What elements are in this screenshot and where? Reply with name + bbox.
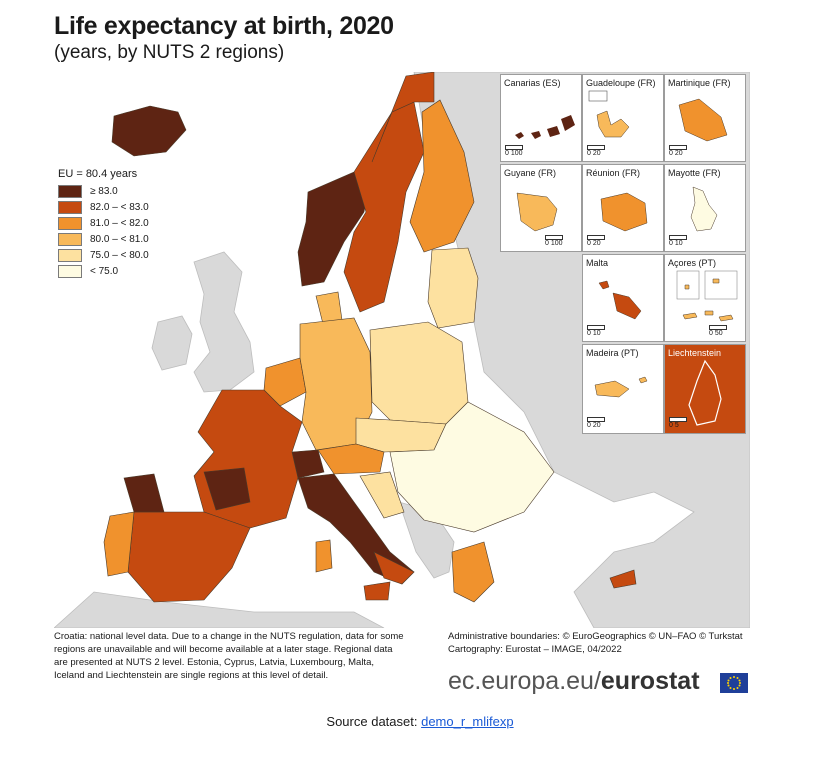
legend-item: 75.0 – < 80.0 [58, 247, 149, 263]
eu-flag-icon [720, 673, 748, 693]
source-label: Source dataset: [326, 714, 418, 729]
inset-label: Liechtenstein [668, 348, 722, 358]
region-spain-north [123, 473, 165, 513]
inset-label: Guyane (FR) [504, 168, 557, 178]
non-data-land-uk [193, 251, 255, 393]
region-france-west [203, 467, 251, 511]
inset-canarias: Canarias (ES) 0 100 [500, 74, 582, 162]
region-sardinia [315, 539, 333, 573]
inset-label: Guadeloupe (FR) [586, 78, 656, 88]
inset-guyane: Guyane (FR) 0 100 [500, 164, 582, 252]
region-finland [409, 99, 475, 253]
scale-bar: 0 20 [587, 145, 605, 157]
inset-label: Réunion (FR) [586, 168, 641, 178]
region-iceland [111, 105, 187, 157]
inset-liechtenstein: Liechtenstein 0 5 [664, 344, 746, 434]
brand-name: eurostat [600, 667, 700, 695]
scale-bar: 0 100 [545, 235, 563, 247]
inset-label: Mayotte (FR) [668, 168, 721, 178]
scale-bar: 0 10 [587, 325, 605, 337]
brand-domain: ec.europa.eu/ [448, 667, 601, 695]
source-dataset-link[interactable]: demo_r_mlifexp [421, 714, 514, 729]
legend-item: < 75.0 [58, 263, 149, 279]
inset-acores: Açores (PT) 0 50 [664, 254, 746, 342]
inset-map [678, 98, 728, 142]
credits-cartography: Cartography: Eurostat – IMAGE, 04/2022 [448, 644, 622, 655]
inset-map [598, 280, 642, 320]
legend-swatch [58, 200, 82, 214]
inset-martinique: Martinique (FR) 0 20 [664, 74, 746, 162]
scale-bar: 0 100 [505, 145, 523, 157]
region-cyprus [609, 569, 637, 589]
legend-swatch [58, 184, 82, 198]
legend-title: EU = 80.4 years [58, 168, 138, 180]
inset-madeira: Madeira (PT) 0 20 [582, 344, 664, 434]
region-baltics [427, 247, 479, 329]
legend: EU = 80.4 years ≥ 83.0 82.0 – < 83.0 81.… [58, 168, 149, 279]
scale-bar: 0 50 [709, 325, 727, 337]
region-greece [451, 541, 495, 603]
legend-label: < 75.0 [90, 265, 119, 277]
legend-label: 81.0 – < 82.0 [90, 217, 149, 229]
legend-label: 75.0 – < 80.0 [90, 249, 149, 261]
inset-map [676, 270, 738, 322]
legend-label: 82.0 – < 83.0 [90, 201, 149, 213]
inset-label: Açores (PT) [668, 258, 717, 268]
region-austria [317, 443, 385, 475]
legend-item: 81.0 – < 82.0 [58, 215, 149, 231]
legend-swatch [58, 264, 82, 278]
region-benelux [263, 357, 307, 407]
legend-label: 80.0 – < 81.0 [90, 233, 149, 245]
footnote: Croatia: national level data. Due to a c… [54, 631, 404, 681]
legend-item: ≥ 83.0 [58, 183, 149, 199]
non-data-land-north-africa [54, 591, 385, 628]
inset-mayotte: Mayotte (FR) 0 10 [664, 164, 746, 252]
source-line: Source dataset: demo_r_mlifexp [0, 714, 840, 729]
legend-item: 80.0 – < 81.0 [58, 231, 149, 247]
eurostat-logo: ec.europa.eu/eurostat [448, 667, 700, 696]
region-spain [127, 511, 251, 603]
credits: Administrative boundaries: © EuroGeograp… [448, 630, 743, 656]
credits-boundaries: Administrative boundaries: © EuroGeograp… [448, 631, 743, 642]
region-sicily [363, 581, 391, 601]
inset-guadeloupe: Guadeloupe (FR) 0 20 [582, 74, 664, 162]
inset-malta: Malta 0 10 [582, 254, 664, 342]
region-poland [369, 321, 469, 425]
inset-map [594, 376, 648, 398]
region-southeast [389, 401, 555, 533]
inset-label: Canarias (ES) [504, 78, 561, 88]
region-croatia [359, 471, 405, 519]
region-italy-south [373, 551, 415, 585]
inset-label: Martinique (FR) [668, 78, 731, 88]
legend-swatch [58, 216, 82, 230]
region-north-scandinavia [371, 72, 435, 163]
region-czechia-slovakia [355, 417, 447, 453]
legend-swatch [58, 248, 82, 262]
legend-label: ≥ 83.0 [90, 185, 118, 197]
region-france [193, 389, 303, 529]
inset-map [515, 115, 575, 139]
inset-label: Madeira (PT) [586, 348, 639, 358]
map-subtitle: (years, by NUTS 2 regions) [54, 42, 285, 63]
region-portugal [103, 511, 135, 577]
inset-map [690, 186, 718, 232]
non-data-land-ireland [151, 315, 193, 371]
map-title: Life expectancy at birth, 2020 [54, 12, 394, 40]
scale-bar: 0 20 [587, 235, 605, 247]
inset-label: Malta [586, 258, 609, 268]
legend-item: 82.0 – < 83.0 [58, 199, 149, 215]
map-canvas: Canarias (ES) 0 100 Guadeloupe (FR) 0 20… [54, 72, 750, 628]
inset-map [588, 90, 630, 138]
scale-bar: 0 20 [669, 145, 687, 157]
scale-bar: 0 10 [669, 235, 687, 247]
inset-reunion: Réunion (FR) 0 20 [582, 164, 664, 252]
scale-bar: 0 5 [669, 417, 687, 429]
inset-map [600, 192, 648, 232]
inset-map [688, 359, 722, 426]
inset-map [516, 192, 558, 232]
legend-swatch [58, 232, 82, 246]
scale-bar: 0 20 [587, 417, 605, 429]
